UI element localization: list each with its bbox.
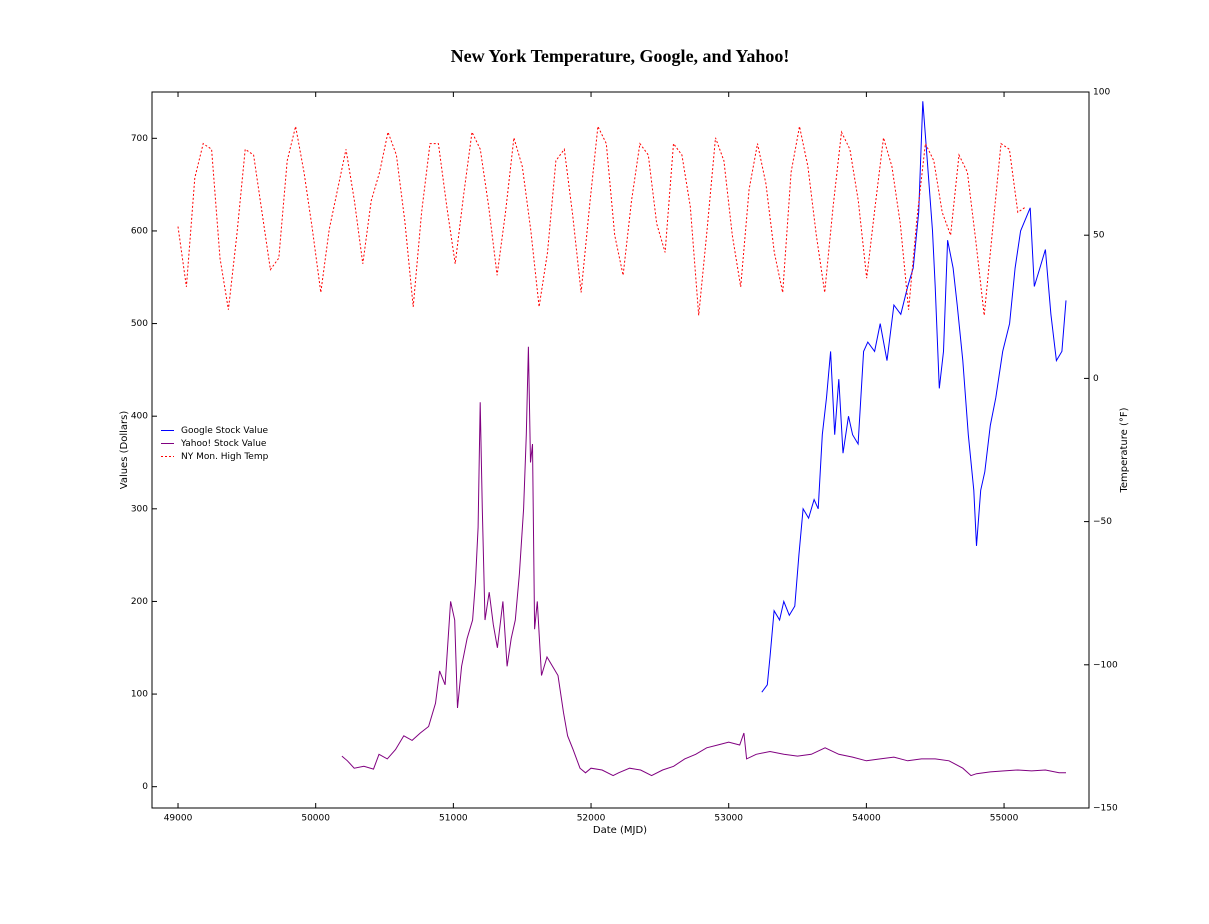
y-tick-label: 400 — [131, 412, 148, 422]
x-tick-label: 51000 — [439, 814, 468, 824]
y2-tick-label: 100 — [1093, 88, 1110, 98]
y-tick-label: 100 — [131, 690, 148, 700]
y-tick-label: 0 — [142, 782, 148, 792]
y-tick-label: 200 — [131, 597, 148, 607]
y2-tick-label: −50 — [1093, 517, 1112, 527]
series-line — [761, 101, 1067, 693]
x-tick-label: 52000 — [577, 814, 606, 824]
x-axis-label: Date (MJD) — [593, 825, 647, 836]
series-line — [177, 124, 1027, 316]
x-tick-label: 49000 — [164, 814, 193, 824]
legend-label: NY Mon. High Temp — [181, 452, 269, 462]
y-axis-label: Values (Dollars) — [119, 411, 130, 490]
x-tick-label: 54000 — [852, 814, 881, 824]
plot-frame — [151, 91, 1090, 809]
y2-tick-label: −150 — [1093, 804, 1118, 814]
series-line — [341, 346, 1066, 777]
x-tick-label: 50000 — [301, 814, 330, 824]
y-tick-label: 500 — [131, 319, 148, 329]
chart-title: New York Temperature, Google, and Yahoo! — [451, 46, 790, 66]
legend-label: Yahoo! Stock Value — [180, 439, 267, 449]
legend-label: Google Stock Value — [181, 426, 269, 436]
y2-tick-label: 50 — [1093, 231, 1105, 241]
y-tick-label: 700 — [131, 134, 148, 144]
x-tick-label: 55000 — [990, 814, 1019, 824]
y-tick-label: 600 — [131, 226, 148, 236]
x-tick-label: 53000 — [714, 814, 743, 824]
y-tick-label: 300 — [131, 504, 148, 514]
y2-tick-label: −100 — [1093, 660, 1118, 670]
y2-tick-label: 0 — [1093, 374, 1099, 384]
y2-axis-label: Temperature (°F) — [1119, 407, 1130, 493]
